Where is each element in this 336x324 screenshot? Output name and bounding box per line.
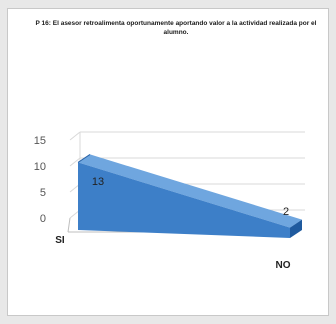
x-axis-categories: SI NO: [55, 235, 290, 271]
y-tick-label: 10: [34, 161, 46, 173]
gridline-side: [69, 131, 81, 141]
area-left-edge: [77, 153, 91, 163]
chart-frame: [7, 8, 329, 316]
area-side-face: [290, 219, 302, 238]
category-label: NO: [276, 260, 291, 271]
y-axis-ticks: 0 5 10 15: [34, 135, 46, 225]
data-label: 13: [92, 176, 104, 188]
y-tick-label: 0: [40, 213, 46, 225]
category-label: SI: [55, 235, 65, 246]
data-labels: 13 2: [92, 176, 289, 218]
y-tick-label: 15: [34, 135, 46, 147]
gridline-side: [69, 157, 81, 167]
chart-title: P 16: El asesor retroalimenta oportuname…: [35, 20, 317, 36]
floor-left-edge: [67, 217, 71, 233]
area-series: [77, 153, 302, 238]
area-top-face: [78, 154, 302, 228]
y-tick-label: 5: [40, 187, 46, 199]
data-label: 2: [283, 206, 289, 218]
area-front-face: [78, 162, 290, 238]
